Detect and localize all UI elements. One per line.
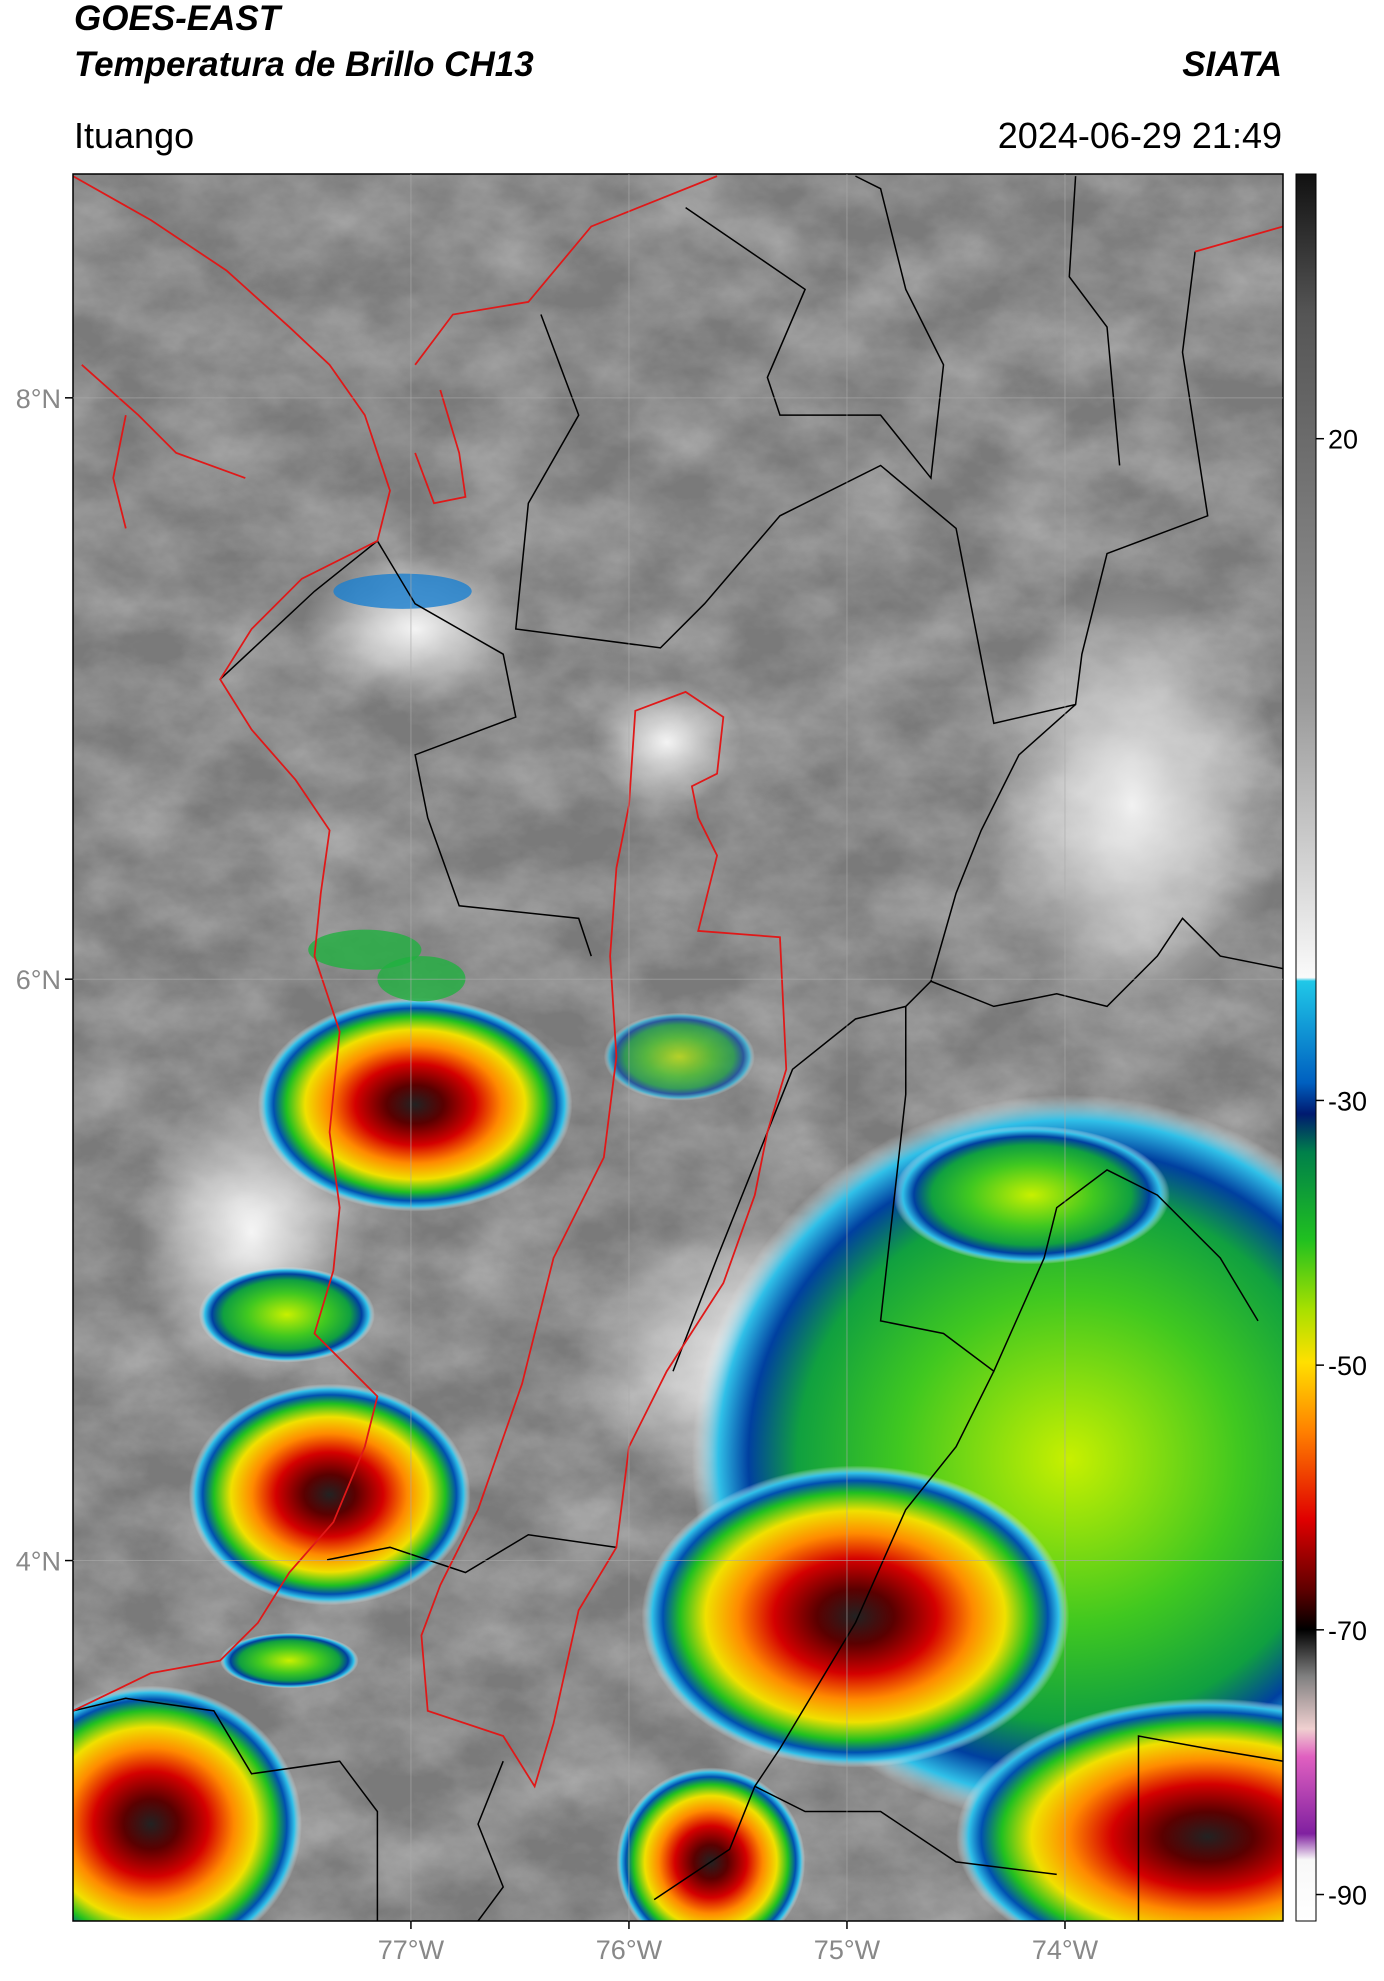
x-tick-label: 76°W: [596, 1935, 663, 1965]
datetime: 2024-06-29 21:49: [998, 115, 1282, 156]
colorbar-tick-label: -50: [1328, 1351, 1367, 1381]
colorbar-tick-label: -70: [1328, 1616, 1367, 1646]
x-tick-label: 74°W: [1032, 1935, 1099, 1965]
x-tick-label: 77°W: [378, 1935, 445, 1965]
colorbar-tick-label: -30: [1328, 1086, 1367, 1116]
map-image: [73, 174, 1283, 1921]
brand: SIATA: [1182, 45, 1282, 84]
map-frame: [72, 173, 1284, 1922]
title: GOES-EAST: [74, 0, 283, 38]
y-tick-label: 8°N: [16, 384, 61, 414]
location: Ituango: [74, 115, 194, 156]
y-tick-label: 4°N: [16, 1547, 61, 1577]
colorbar-tick-label: 20: [1328, 425, 1358, 455]
colorbar: [1295, 173, 1317, 1922]
colorbar-tick-label: -90: [1328, 1881, 1367, 1911]
y-tick-label: 6°N: [16, 965, 61, 995]
x-tick-label: 75°W: [814, 1935, 881, 1965]
subtitle: Temperatura de Brillo CH13: [74, 45, 534, 84]
